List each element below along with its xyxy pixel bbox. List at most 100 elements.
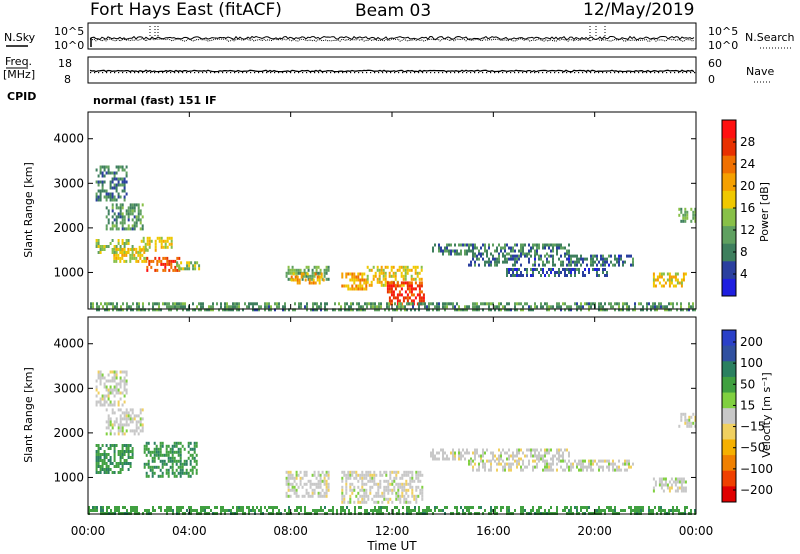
heatmap-cell	[542, 454, 544, 458]
heatmap-cell	[361, 287, 364, 291]
heatmap-cell	[313, 491, 316, 495]
heatmap-cell	[321, 494, 324, 498]
heatmap-cell	[105, 379, 108, 383]
heatmap-cell	[147, 441, 150, 445]
heatmap-cell	[492, 254, 494, 258]
heatmap-cell	[520, 246, 522, 250]
heatmap-cell	[103, 403, 106, 407]
heatmap-cell	[482, 454, 484, 458]
heatmap-cell	[674, 483, 677, 487]
heatmap-cell	[200, 509, 202, 512]
heatmap-cell	[410, 509, 412, 512]
heatmap-cell	[562, 302, 564, 306]
heatmap-cell	[381, 500, 384, 504]
heatmap-cell	[314, 308, 316, 312]
heatmap-cell	[154, 509, 156, 512]
heatmap-cell	[656, 308, 658, 312]
heatmap-cell	[325, 488, 328, 492]
heatmap-cell	[534, 305, 536, 309]
heatmap-cell	[123, 189, 126, 193]
heatmap-cell	[137, 432, 140, 436]
heatmap-cell	[608, 465, 610, 469]
heatmap-cell	[290, 278, 293, 282]
heatmap-cell	[125, 253, 128, 257]
heatmap-cell	[105, 462, 108, 465]
heatmap-cell	[484, 249, 486, 253]
heatmap-cell	[183, 462, 186, 466]
heatmap-cell	[361, 473, 364, 477]
heatmap-cell	[402, 265, 405, 269]
heatmap-cell	[300, 506, 302, 509]
heatmap-cell	[297, 268, 300, 272]
heatmap-cell	[554, 274, 556, 277]
heatmap-cell	[530, 268, 532, 271]
heatmap-cell	[101, 468, 104, 471]
heatmap-cell	[325, 482, 328, 486]
heatmap-cell	[420, 277, 423, 281]
heatmap-cell	[123, 370, 126, 374]
heatmap-cell	[678, 486, 681, 490]
heatmap-cell	[464, 451, 466, 455]
heatmap-cell	[562, 263, 564, 267]
heatmap-cell	[496, 457, 498, 461]
heatmap-cell	[398, 265, 401, 269]
heatmap-cell	[380, 265, 383, 269]
heatmap-cell	[325, 470, 328, 474]
heatmap-cell	[512, 263, 514, 267]
heatmap-cell	[590, 257, 592, 261]
heatmap-cell	[614, 308, 616, 312]
cpid-label: CPID	[7, 90, 36, 103]
heatmap-cell	[438, 246, 440, 250]
heatmap-cell	[452, 305, 454, 309]
heatmap-cell	[380, 271, 383, 275]
heatmap-cell	[392, 265, 395, 269]
heatmap-cell	[123, 259, 126, 263]
heatmap-cell	[316, 302, 318, 306]
heatmap-cell	[568, 257, 570, 261]
heatmap-cell	[546, 451, 548, 455]
heatmap-cell	[470, 462, 472, 466]
heatmap-cell	[668, 480, 671, 484]
heatmap-cell	[117, 432, 120, 436]
heatmap-cell	[300, 509, 302, 512]
heatmap-cell	[174, 265, 177, 269]
heatmap-cell	[614, 506, 616, 509]
heatmap-cell	[109, 227, 112, 231]
heatmap-cell	[106, 308, 108, 312]
heatmap-cell	[514, 243, 516, 247]
heatmap-cell	[600, 302, 602, 306]
heatmap-cell	[119, 212, 122, 216]
heatmap-cell	[145, 447, 148, 451]
heatmap-cell	[408, 506, 410, 509]
nave-trace-dot	[586, 72, 588, 74]
heatmap-cell	[684, 486, 687, 490]
heatmap-cell	[97, 198, 100, 202]
heatmap-cell	[376, 509, 378, 512]
heatmap-cell	[432, 457, 434, 461]
heatmap-cell	[540, 254, 542, 258]
heatmap-cell	[103, 459, 106, 462]
heatmap-cell	[166, 506, 168, 509]
heatmap-cell	[176, 302, 178, 306]
heatmap-cell	[170, 245, 173, 249]
heatmap-cell	[105, 165, 108, 169]
heatmap-cell	[405, 470, 408, 474]
heatmap-cell	[101, 465, 104, 468]
heatmap-cell	[289, 470, 292, 474]
heatmap-cell	[99, 379, 102, 383]
heatmap-cell	[125, 227, 128, 231]
heatmap-cell	[391, 479, 394, 483]
heatmap-cell	[130, 305, 132, 309]
heatmap-cell	[510, 465, 512, 469]
heatmap-cell	[117, 400, 120, 404]
heatmap-cell	[158, 259, 161, 263]
heatmap-cell	[634, 305, 636, 309]
heatmap-cell	[156, 236, 159, 240]
heatmap-cell	[416, 265, 419, 269]
heatmap-cell	[171, 447, 174, 451]
heatmap-cell	[395, 470, 398, 474]
heatmap-cell	[694, 207, 697, 211]
heatmap-cell	[357, 497, 360, 501]
heatmap-cell	[316, 308, 318, 312]
